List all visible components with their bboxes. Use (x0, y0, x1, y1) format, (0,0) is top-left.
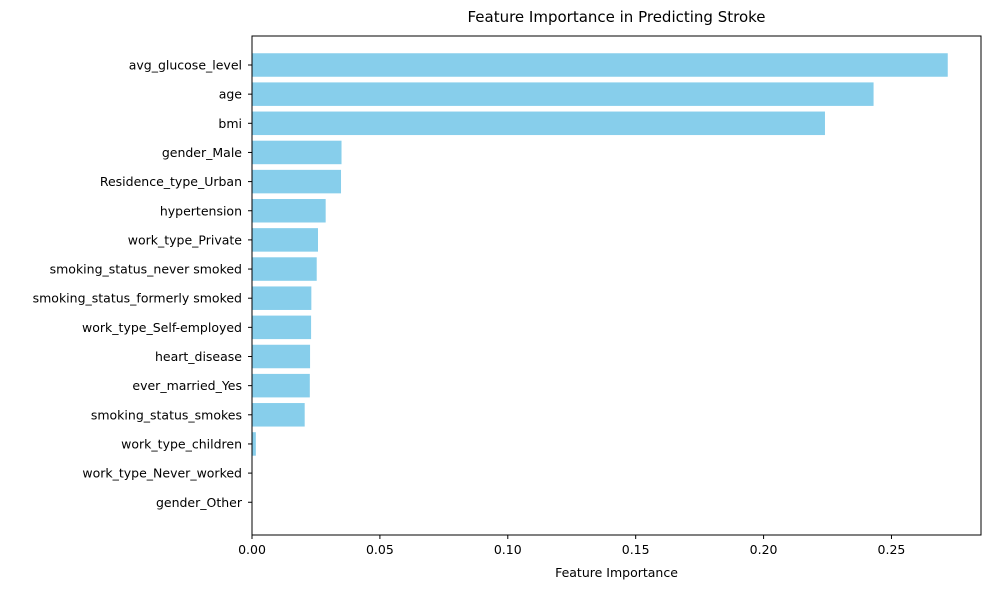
x-tick-label: 0.20 (750, 542, 778, 557)
bars-group (252, 53, 948, 485)
bar-age (252, 82, 874, 106)
y-tick-label: work_type_Never_worked (82, 466, 242, 481)
bar-ever-married-yes (252, 373, 310, 398)
bar-avg-glucose-level (252, 53, 948, 77)
bar-work-type-children (252, 432, 256, 456)
x-tick-label: 0.00 (238, 542, 266, 557)
bar-hypertension (252, 199, 326, 223)
bar-smoking-status-never-smoked (252, 257, 317, 281)
y-tick-label: smoking_status_smokes (91, 407, 242, 422)
chart-title: Feature Importance in Predicting Stroke (467, 8, 765, 26)
y-tick-label: work_type_children (121, 436, 242, 451)
x-axis-ticks: 0.00 0.05 0.10 0.15 0.20 0.25 (238, 535, 905, 557)
axes-border (251, 35, 982, 536)
bar-smoking-status-formerly-smoked (252, 286, 312, 310)
y-tick-label: work_type_Private (128, 232, 243, 247)
bar-smoking-status-smokes (252, 403, 305, 427)
x-tick-label: 0.10 (494, 542, 522, 557)
bar-residence-type-urban (252, 169, 342, 194)
x-axis-label: Feature Importance (555, 565, 678, 580)
y-tick-label: gender_Other (156, 495, 243, 510)
x-tick-label: 0.05 (366, 542, 394, 557)
y-tick-label: gender_Male (162, 145, 242, 160)
y-tick-label: smoking_status_never smoked (50, 262, 242, 277)
y-tick-label: age (219, 87, 243, 102)
bar-bmi (252, 111, 825, 136)
y-tick-label: heart_disease (155, 349, 242, 364)
y-tick-label: hypertension (160, 203, 242, 218)
y-tick-label: ever_married_Yes (132, 378, 242, 393)
bar-work-type-self-employed (252, 315, 312, 340)
x-tick-label: 0.25 (878, 542, 906, 557)
y-tick-label: smoking_status_formerly smoked (33, 291, 242, 306)
axes-frame (251, 35, 982, 536)
bar-work-type-private (252, 228, 318, 252)
y-tick-label: bmi (218, 116, 242, 131)
bar-heart-disease (252, 344, 311, 369)
y-tick-label: avg_glucose_level (129, 58, 242, 73)
bar-gender-male (252, 140, 342, 165)
x-tick-label: 0.15 (622, 542, 650, 557)
y-tick-label: Residence_type_Urban (100, 174, 242, 189)
y-tick-label: work_type_Self-employed (82, 320, 242, 335)
